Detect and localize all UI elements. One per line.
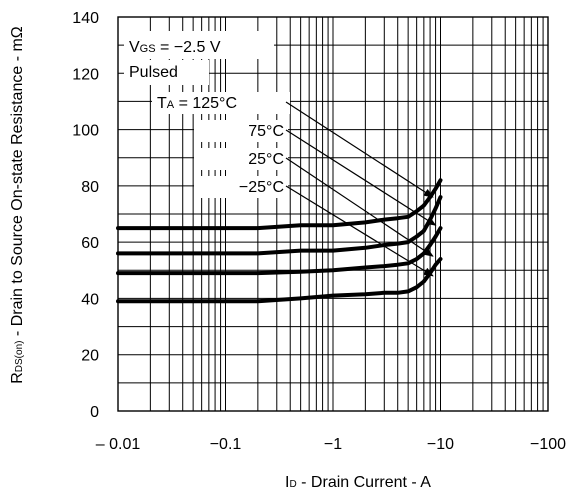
annotation-label-2-main: 25°C [248, 151, 284, 168]
x-tick-label: −0.1 [210, 436, 242, 453]
y-tick-label: 140 [72, 10, 99, 27]
label-background [194, 120, 288, 142]
x-tick-label: −10 [427, 436, 454, 453]
x-tick-label: – 0.01 [96, 436, 141, 453]
annotation-label-0: TA = 125°C [157, 95, 237, 112]
y-tick-label: 0 [90, 404, 99, 421]
condition-vgs-rest: = −2.5 V [156, 39, 221, 56]
condition-vgs-sub: GS [140, 43, 156, 55]
label-background [194, 148, 288, 170]
label-background [194, 176, 288, 198]
annotation-label-3: −25°C [239, 179, 284, 196]
y-tick-label: 80 [81, 179, 99, 196]
label-background [152, 92, 290, 114]
label-background [124, 60, 209, 85]
plot-frame [117, 16, 549, 412]
annotation-label-3-main: −25°C [239, 179, 284, 196]
series-line-0 [116, 178, 443, 231]
y-tick-label: 100 [72, 123, 99, 140]
condition-vgs-main: V [129, 39, 140, 56]
label-background [124, 31, 274, 59]
annotation-arrow-1 [285, 129, 437, 226]
y-axis-label-wrap: RDS(on) - Drain to Source On-state Resis… [0, 0, 30, 496]
series-line-3 [116, 257, 443, 304]
x-axis-label: ID - Drain Current - A [285, 474, 431, 491]
y-tick-label: 40 [81, 291, 99, 308]
annotation-label-0-main: T [157, 95, 167, 112]
condition-vgs: VGS = −2.5 V [129, 39, 221, 56]
y-axis-label: RDS(on) - Drain to Source On-state Resis… [9, 26, 26, 384]
annotation-label-2: 25°C [248, 151, 284, 168]
condition-pulsed-main: Pulsed [129, 64, 178, 81]
annotation-label-0-sub: A [167, 99, 175, 111]
y-tick-label: 120 [72, 66, 99, 83]
annotation-arrow-0 [285, 101, 434, 198]
annotation-label-1: 75°C [248, 123, 284, 140]
condition-pulsed: Pulsed [129, 64, 178, 81]
x-tick-label: −1 [324, 436, 342, 453]
annotation-arrow-3 [285, 185, 434, 277]
annotation-label-0-rest: = 125°C [174, 95, 237, 112]
y-tick-label: 60 [81, 235, 99, 252]
annotation-arrow-2 [285, 157, 434, 257]
annotation-label-1-main: 75°C [248, 123, 284, 140]
y-tick-label: 20 [81, 348, 99, 365]
x-tick-label: −100 [530, 436, 566, 453]
